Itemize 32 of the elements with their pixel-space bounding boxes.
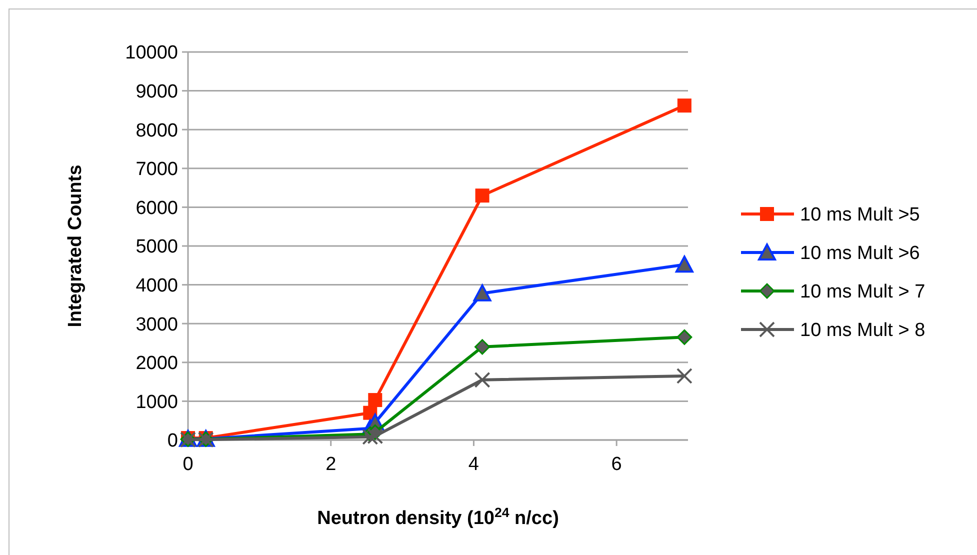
- legend-label: 10 ms Mult >6: [800, 243, 920, 264]
- legend-label: 10 ms Mult >5: [800, 204, 920, 226]
- y-tick-label: 6000: [136, 198, 178, 219]
- point: [676, 368, 692, 384]
- legend-label: 10 ms Mult > 8: [800, 320, 926, 342]
- x-tick-label: 0: [182, 454, 194, 475]
- legend-label: 10 ms Mult > 7: [800, 282, 926, 303]
- y-tick-label: 1000: [136, 392, 178, 413]
- point: [475, 188, 490, 203]
- point: [675, 256, 694, 273]
- y-tick-label: 7000: [136, 159, 178, 180]
- y-tick-label: 5000: [136, 236, 178, 258]
- point: [362, 428, 378, 445]
- x-axis-title: Neutron density (10$^{24}$ n/cc): [317, 504, 559, 529]
- y-axis-title: Integrated Counts: [65, 164, 86, 328]
- y-tick-label: 0: [167, 430, 178, 452]
- y-tick-label: 8000: [136, 120, 178, 142]
- point: [367, 428, 384, 444]
- x-tick-label: 4: [468, 454, 480, 475]
- point: [677, 98, 692, 113]
- point: [474, 372, 490, 388]
- x-tick-label: 6: [611, 454, 622, 475]
- y-tick-label: 4000: [136, 275, 178, 296]
- point: [676, 329, 692, 345]
- y-tick-label: 2000: [136, 353, 178, 374]
- y-tick-label: 3000: [136, 314, 178, 336]
- point: [473, 284, 492, 302]
- x-tick-label: 2: [326, 454, 336, 475]
- y-tick-label: 9000: [136, 81, 178, 102]
- point: [368, 393, 382, 408]
- point: [474, 339, 490, 355]
- y-tick-label: 10000: [125, 42, 178, 64]
